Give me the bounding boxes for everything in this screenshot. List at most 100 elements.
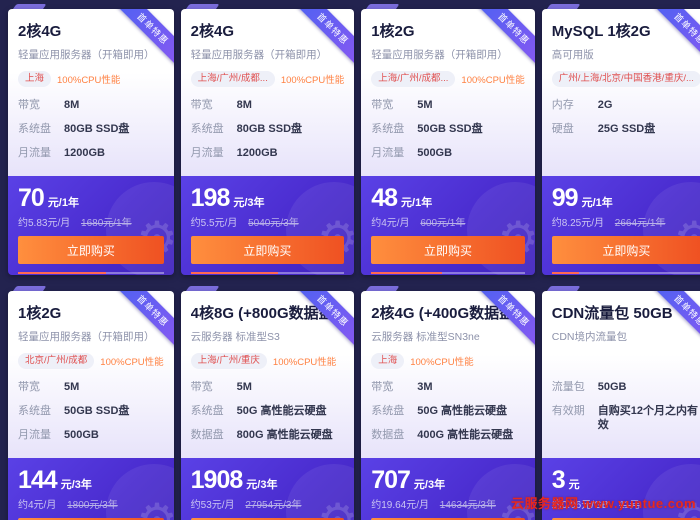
spec-row: 系统盘 50G 高性能云硬盘 <box>191 404 345 418</box>
approx-price: 约4元/月 <box>371 218 410 229</box>
cpu-performance-tag: 100%CPU性能 <box>100 357 164 368</box>
product-card: 首单特惠 MySQL 1核2G 高可用版 广州/上海/北京/中国香港/重庆/..… <box>541 4 700 275</box>
sold-progress-fill <box>18 272 107 274</box>
spec-value: 50GB SSD盘 <box>417 123 483 135</box>
price-unit: 元/3年 <box>246 479 278 491</box>
price-value: 48 <box>371 184 398 212</box>
original-price: 1800元/3年 <box>67 500 118 511</box>
spec-value: 25G SSD盘 <box>597 123 656 135</box>
region-tag: 上海 <box>18 71 52 87</box>
spec-label: 系统盘 <box>18 405 51 417</box>
approx-price: 约5.5元/月 <box>190 218 238 229</box>
product-title: 2核4G <box>190 23 234 40</box>
region-tag: 北京/广州/成都 <box>18 353 95 369</box>
spec-label: 数据盘 <box>190 429 224 441</box>
price-value: 3 <box>551 466 566 494</box>
product-title: MySQL 1核2G <box>551 23 651 40</box>
spec-label: 流量包 <box>551 381 585 393</box>
region-tag: 上海/广州/重庆 <box>190 353 267 369</box>
sold-progress-bar <box>190 272 345 274</box>
card-spec-section: 2核4G (+400G数据盘) 云服务器 标准型SN3ne 上海 100%CPU… <box>361 291 535 458</box>
approx-price-row: 约5.83元/月 1680元/1年 <box>18 214 164 229</box>
product-title: 1核2G <box>371 23 415 40</box>
region-tag: 上海/广州/成都... <box>371 71 456 87</box>
spec-value: 8M <box>236 99 252 111</box>
product-card: 首单特惠 1核2G 轻量应用服务器（开箱即用） 上海/广州/成都... 100%… <box>361 4 535 275</box>
cpu-performance-tag: 100%CPU性能 <box>280 75 345 86</box>
spec-label: 有效期 <box>551 405 585 417</box>
sold-progress-bar <box>371 272 525 274</box>
price-unit: 元/3年 <box>60 479 92 491</box>
buy-now-button[interactable]: 立即购买 <box>551 236 700 264</box>
card-body: 首单特惠 1核2G 轻量应用服务器（开箱即用） 上海/广州/成都... 100%… <box>361 9 535 275</box>
card-body: 首单特惠 CDN流量包 50GB CDN境内流量包 流量包 50GB 有效期 自… <box>541 291 700 520</box>
tag-row: 上海/广州/重庆 100%CPU性能 <box>190 352 345 370</box>
region-tag: 广州/上海/北京/中国香港/重庆/... <box>551 71 700 87</box>
approx-price: 约5.83元/月 <box>18 218 71 229</box>
spec-value: 3M <box>417 381 433 393</box>
price-value: 1908 <box>190 466 244 494</box>
card-spec-section: MySQL 1核2G 高可用版 广州/上海/北京/中国香港/重庆/... 内存 … <box>541 9 700 176</box>
card-spec-section: 2核4G 轻量应用服务器（开箱即用） 上海 100%CPU性能 带宽 8M 系统… <box>8 9 174 176</box>
spec-value: 8M <box>64 99 80 111</box>
spec-value: 2G <box>597 99 613 111</box>
spec-list: 内存 2G 硬盘 25G SSD盘 <box>552 98 700 136</box>
spec-label: 内存 <box>551 99 574 111</box>
product-subtitle: CDN境内流量包 <box>551 331 628 343</box>
spec-value: 自购买12个月之内有效 <box>597 405 699 431</box>
card-price-section: ⚙ 99 元/1年 约8.25元/月 2664元/1年 立即购买 已抢 18% <box>541 176 700 275</box>
region-tag: 上海/广州/成都... <box>190 71 275 87</box>
product-title: 1核2G <box>18 305 62 322</box>
buy-now-button[interactable]: 立即购买 <box>551 518 700 520</box>
card-body: 首单特惠 MySQL 1核2G 高可用版 广州/上海/北京/中国香港/重庆/..… <box>541 9 700 275</box>
spec-value: 1200GB <box>64 147 105 159</box>
approx-price: 约4元/月 <box>18 500 57 511</box>
spec-row: 带宽 3M <box>371 380 525 394</box>
spec-value: 400G 高性能云硬盘 <box>417 429 514 441</box>
spec-label: 系统盘 <box>371 123 405 135</box>
tag-row: 北京/广州/成都 100%CPU性能 <box>18 352 164 370</box>
spec-label: 带宽 <box>371 381 394 393</box>
buy-now-button[interactable]: 立即购买 <box>371 518 525 520</box>
spec-row: 月流量 500GB <box>18 428 164 442</box>
product-title: 2核4G <box>18 23 62 40</box>
spec-label: 带宽 <box>18 99 40 111</box>
card-price-section: ⚙ 70 元/1年 约5.83元/月 1680元/1年 立即购买 已抢 60.6… <box>8 176 174 275</box>
spec-list: 带宽 5M 系统盘 50G 高性能云硬盘 数据盘 800G 高性能云硬盘 <box>191 380 345 442</box>
original-price: 27954元/3年 <box>245 500 302 511</box>
product-subtitle: 云服务器 标准型SN3ne <box>371 331 480 343</box>
buy-now-button[interactable]: 立即购买 <box>371 236 525 264</box>
buy-now-button[interactable]: 立即购买 <box>190 518 345 520</box>
approx-price: 约8.25元/月 <box>551 218 605 229</box>
product-subtitle: 云服务器 标准型S3 <box>190 331 280 343</box>
spec-list: 带宽 8M 系统盘 80GB SSD盘 月流量 1200GB <box>18 98 164 160</box>
buy-now-button[interactable]: 立即购买 <box>18 518 164 520</box>
cpu-performance-tag: 100%CPU性能 <box>272 357 337 368</box>
approx-price-row: 约0.06元/GB 11元 <box>552 496 700 511</box>
spec-label: 月流量 <box>18 429 51 441</box>
spec-row: 系统盘 80GB SSD盘 <box>191 122 345 136</box>
approx-price-row: 约19.64元/月 14634元/3年 <box>371 496 525 511</box>
card-price-section: ⚙ 707 元/3年 约19.64元/月 14634元/3年 立即购买 已抢 1… <box>361 458 535 520</box>
price-value: 198 <box>190 184 231 212</box>
price-unit: 元 <box>568 479 580 491</box>
card-spec-section: CDN流量包 50GB CDN境内流量包 流量包 50GB 有效期 自购买12个… <box>541 291 700 458</box>
buy-now-button[interactable]: 立即购买 <box>190 236 345 264</box>
spec-row: 数据盘 800G 高性能云硬盘 <box>191 428 345 442</box>
product-card: 首单特惠 4核8G (+800G数据盘) 云服务器 标准型S3 上海/广州/重庆… <box>180 286 355 520</box>
spec-row: 带宽 8M <box>18 98 164 112</box>
card-price-section: ⚙ 144 元/3年 约4元/月 1800元/3年 立即购买 已抢 6.6% <box>8 458 174 520</box>
card-body: 首单特惠 1核2G 轻量应用服务器（开箱即用） 北京/广州/成都 100%CPU… <box>8 291 174 520</box>
spec-row: 带宽 5M <box>371 98 525 112</box>
buy-now-button[interactable]: 立即购买 <box>18 236 164 264</box>
spec-label: 硬盘 <box>551 123 574 135</box>
tag-row: 上海 100%CPU性能 <box>371 352 525 370</box>
spec-row: 月流量 1200GB <box>191 146 345 160</box>
price-value: 707 <box>371 466 411 494</box>
price-row: 707 元/3年 <box>371 466 525 495</box>
spec-value: 5M <box>64 381 80 393</box>
spec-list: 带宽 3M 系统盘 50G 高性能云硬盘 数据盘 400G 高性能云硬盘 <box>371 380 525 442</box>
spec-label: 月流量 <box>18 147 51 159</box>
tag-row: 上海/广州/成都... 100%CPU性能 <box>371 70 525 88</box>
